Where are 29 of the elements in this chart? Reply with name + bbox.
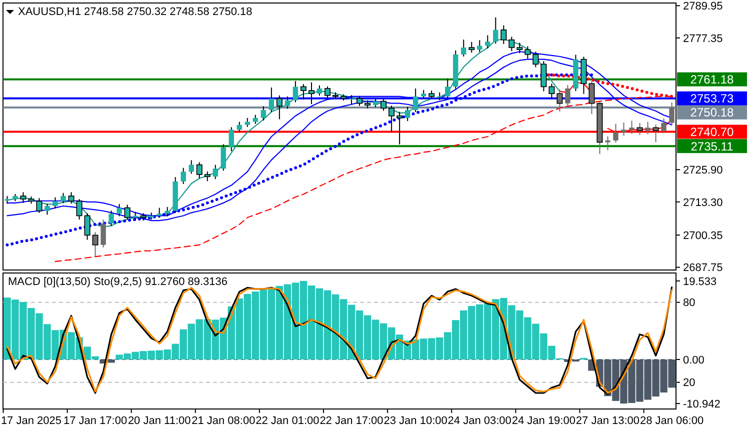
x-tick-label: 24 Jan 19:00 — [512, 415, 576, 427]
x-tick-label: 17 Jan 2025 — [0, 415, 62, 427]
x-tick-label: 24 Jan 03:00 — [448, 415, 512, 427]
y2-tick-label: 80 — [683, 297, 696, 310]
x-tick-label: 23 Jan 10:00 — [384, 415, 448, 427]
y-tick-label: -10.942 — [683, 398, 720, 410]
x-tick-label: 20 Jan 11:00 — [128, 415, 191, 427]
x-tick-label: 17 Jan 17:00 — [63, 415, 128, 427]
chart-title: XAUUSD,H1 2748.58 2750.32 2748.58 2750.18 — [18, 6, 252, 18]
y-tick-label: 2777.35 — [683, 32, 723, 45]
x-tick-label: 22 Jan 17:00 — [320, 415, 384, 427]
ref-line-label: 2753.73 — [690, 92, 734, 106]
x-tick-label: 27 Jan 13:00 — [576, 415, 640, 427]
ref-line-label: 2761.18 — [690, 72, 734, 87]
y-tick-label: 2713.30 — [683, 196, 723, 209]
ref-line-label: 2735.11 — [690, 139, 734, 154]
ref-line-label: 2740.70 — [690, 124, 734, 139]
chart-title: MACD [0](13,50) Sto(9,2,5) 91.2760 89.3136 — [8, 276, 228, 288]
x-tick-label: 22 Jan 01:00 — [256, 415, 320, 427]
y-tick-label: 2700.35 — [683, 230, 723, 242]
y-tick-label: 2789.95 — [683, 0, 723, 13]
y-tick-label: 2687.75 — [683, 262, 723, 274]
y-tick-label: 2725.90 — [683, 164, 723, 176]
ref-line-label: 2750.18 — [690, 106, 734, 120]
y-tick-label: 19.533 — [683, 276, 717, 288]
y2-tick-label: 20 — [683, 377, 696, 390]
x-tick-label: 21 Jan 08:00 — [192, 415, 256, 427]
y-tick-label: 0.00 — [683, 354, 704, 366]
x-tick-label: 28 Jan 06:00 — [640, 415, 704, 427]
